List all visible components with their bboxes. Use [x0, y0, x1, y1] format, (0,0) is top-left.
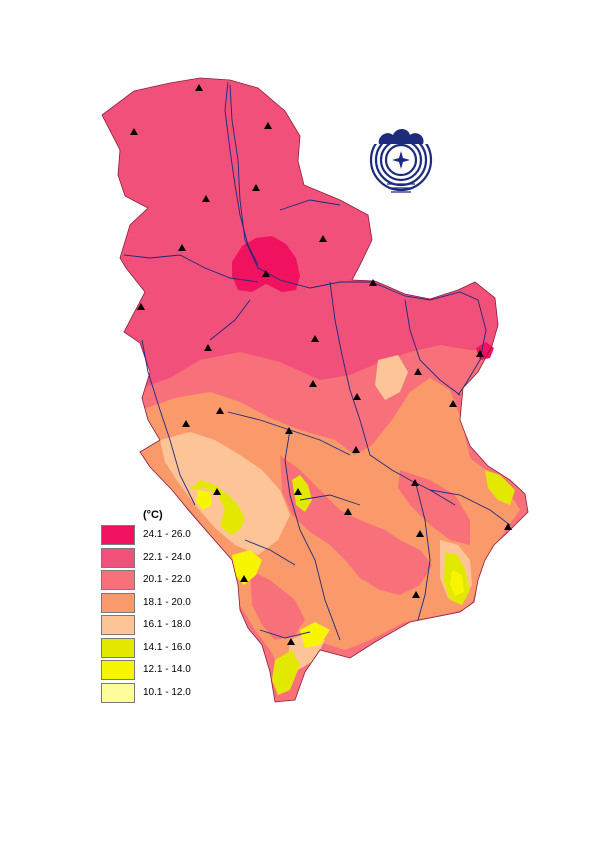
station-marker	[178, 244, 186, 251]
legend-label: 16.1 - 18.0	[143, 619, 191, 630]
zone-20-22-valley-south	[250, 570, 305, 640]
station-marker	[352, 446, 360, 453]
station-marker	[414, 368, 422, 375]
zone-12-14-south	[300, 622, 330, 648]
river-danube	[229, 84, 487, 396]
zone-20-22-valley-east	[398, 470, 470, 545]
station-marker	[476, 350, 484, 357]
legend-label: 12.1 - 14.0	[143, 664, 191, 675]
river-morava	[329, 281, 456, 506]
station-marker	[411, 479, 419, 486]
river-tisa	[224, 81, 259, 266]
station-marker	[353, 393, 361, 400]
river-south-trib	[259, 629, 311, 639]
station-marker	[204, 344, 212, 351]
zone-12-14-southeast	[450, 570, 464, 596]
legend-swatch	[101, 615, 135, 635]
zone-14-16-kopaonik	[292, 475, 312, 512]
station-marker	[416, 530, 424, 537]
legend-item: 20.1 - 22.0	[101, 570, 211, 591]
country-border	[101, 77, 529, 703]
legend-item: 22.1 - 24.0	[101, 547, 211, 569]
legend-swatch	[101, 660, 135, 680]
logo-ring-inner	[384, 143, 418, 177]
river-drina	[141, 339, 196, 506]
zone-16-18-east	[375, 355, 408, 400]
station-marker	[252, 184, 260, 191]
legend-label: 22.1 - 24.0	[143, 551, 191, 563]
legend-swatch	[101, 592, 135, 613]
station-marker	[449, 400, 457, 407]
zone-20-22-valley	[280, 455, 432, 595]
legend-swatch	[101, 637, 135, 658]
station-marker	[309, 380, 317, 387]
river-ibar	[284, 429, 341, 641]
station-marker	[287, 638, 295, 645]
station-marker	[240, 575, 248, 582]
station-marker	[264, 122, 272, 129]
zone-24-26-belgrade	[232, 236, 300, 292]
river-sava	[123, 254, 259, 283]
legend-label: 14.1 - 16.0	[143, 641, 191, 653]
legend-item: 24.1 - 26.0	[101, 525, 211, 546]
river-juzna-morava	[414, 479, 431, 621]
legend-item: 12.1 - 14.0	[101, 660, 211, 681]
zone-14-16-east	[485, 470, 515, 505]
legend-swatch	[101, 525, 135, 545]
zone-14-16-south	[272, 650, 300, 695]
legend-title: (°C)	[143, 509, 163, 521]
legend-item: 14.1 - 16.0	[101, 637, 211, 659]
station-marker	[202, 195, 210, 202]
legend-swatch	[101, 682, 135, 703]
cloud-icon	[378, 129, 424, 144]
station-marker	[311, 335, 319, 342]
station-marker	[216, 407, 224, 414]
zone-12-14-zlatibor	[196, 490, 212, 510]
station-marker	[344, 508, 352, 515]
river-bega	[279, 199, 341, 211]
legend-label: 10.1 - 12.0	[143, 686, 191, 698]
hydrometeorological-service-emblem	[369, 126, 433, 193]
river-east-canal	[299, 494, 361, 506]
compass-star-icon	[392, 151, 410, 169]
station-marker	[369, 279, 377, 286]
legend-swatch	[101, 547, 135, 568]
station-marker	[504, 523, 512, 530]
station-marker	[319, 235, 327, 242]
station-marker	[262, 270, 270, 277]
legend-item: 16.1 - 18.0	[101, 615, 211, 636]
stations	[130, 84, 512, 645]
river-kolubara	[209, 299, 251, 341]
river-timok	[404, 299, 461, 396]
station-marker	[294, 488, 302, 495]
zone-12-14-west	[232, 550, 262, 585]
legend-swatch	[101, 570, 135, 590]
station-marker	[213, 488, 221, 495]
legend-label: 24.1 - 26.0	[143, 529, 191, 540]
zone-14-16-zlatibor	[190, 480, 245, 535]
station-marker	[285, 427, 293, 434]
station-marker	[412, 591, 420, 598]
legend-item: 18.1 - 20.0	[101, 592, 211, 614]
legend-label: 18.1 - 20.0	[143, 596, 191, 608]
river-lim	[244, 539, 296, 566]
river-nisava	[429, 489, 511, 526]
legend-label: 20.1 - 22.0	[143, 574, 191, 585]
station-marker	[182, 420, 190, 427]
station-marker	[130, 128, 138, 135]
station-marker	[137, 303, 145, 310]
legend-item: 10.1 - 12.0	[101, 682, 211, 704]
station-marker	[195, 84, 203, 91]
rivers	[123, 81, 511, 641]
